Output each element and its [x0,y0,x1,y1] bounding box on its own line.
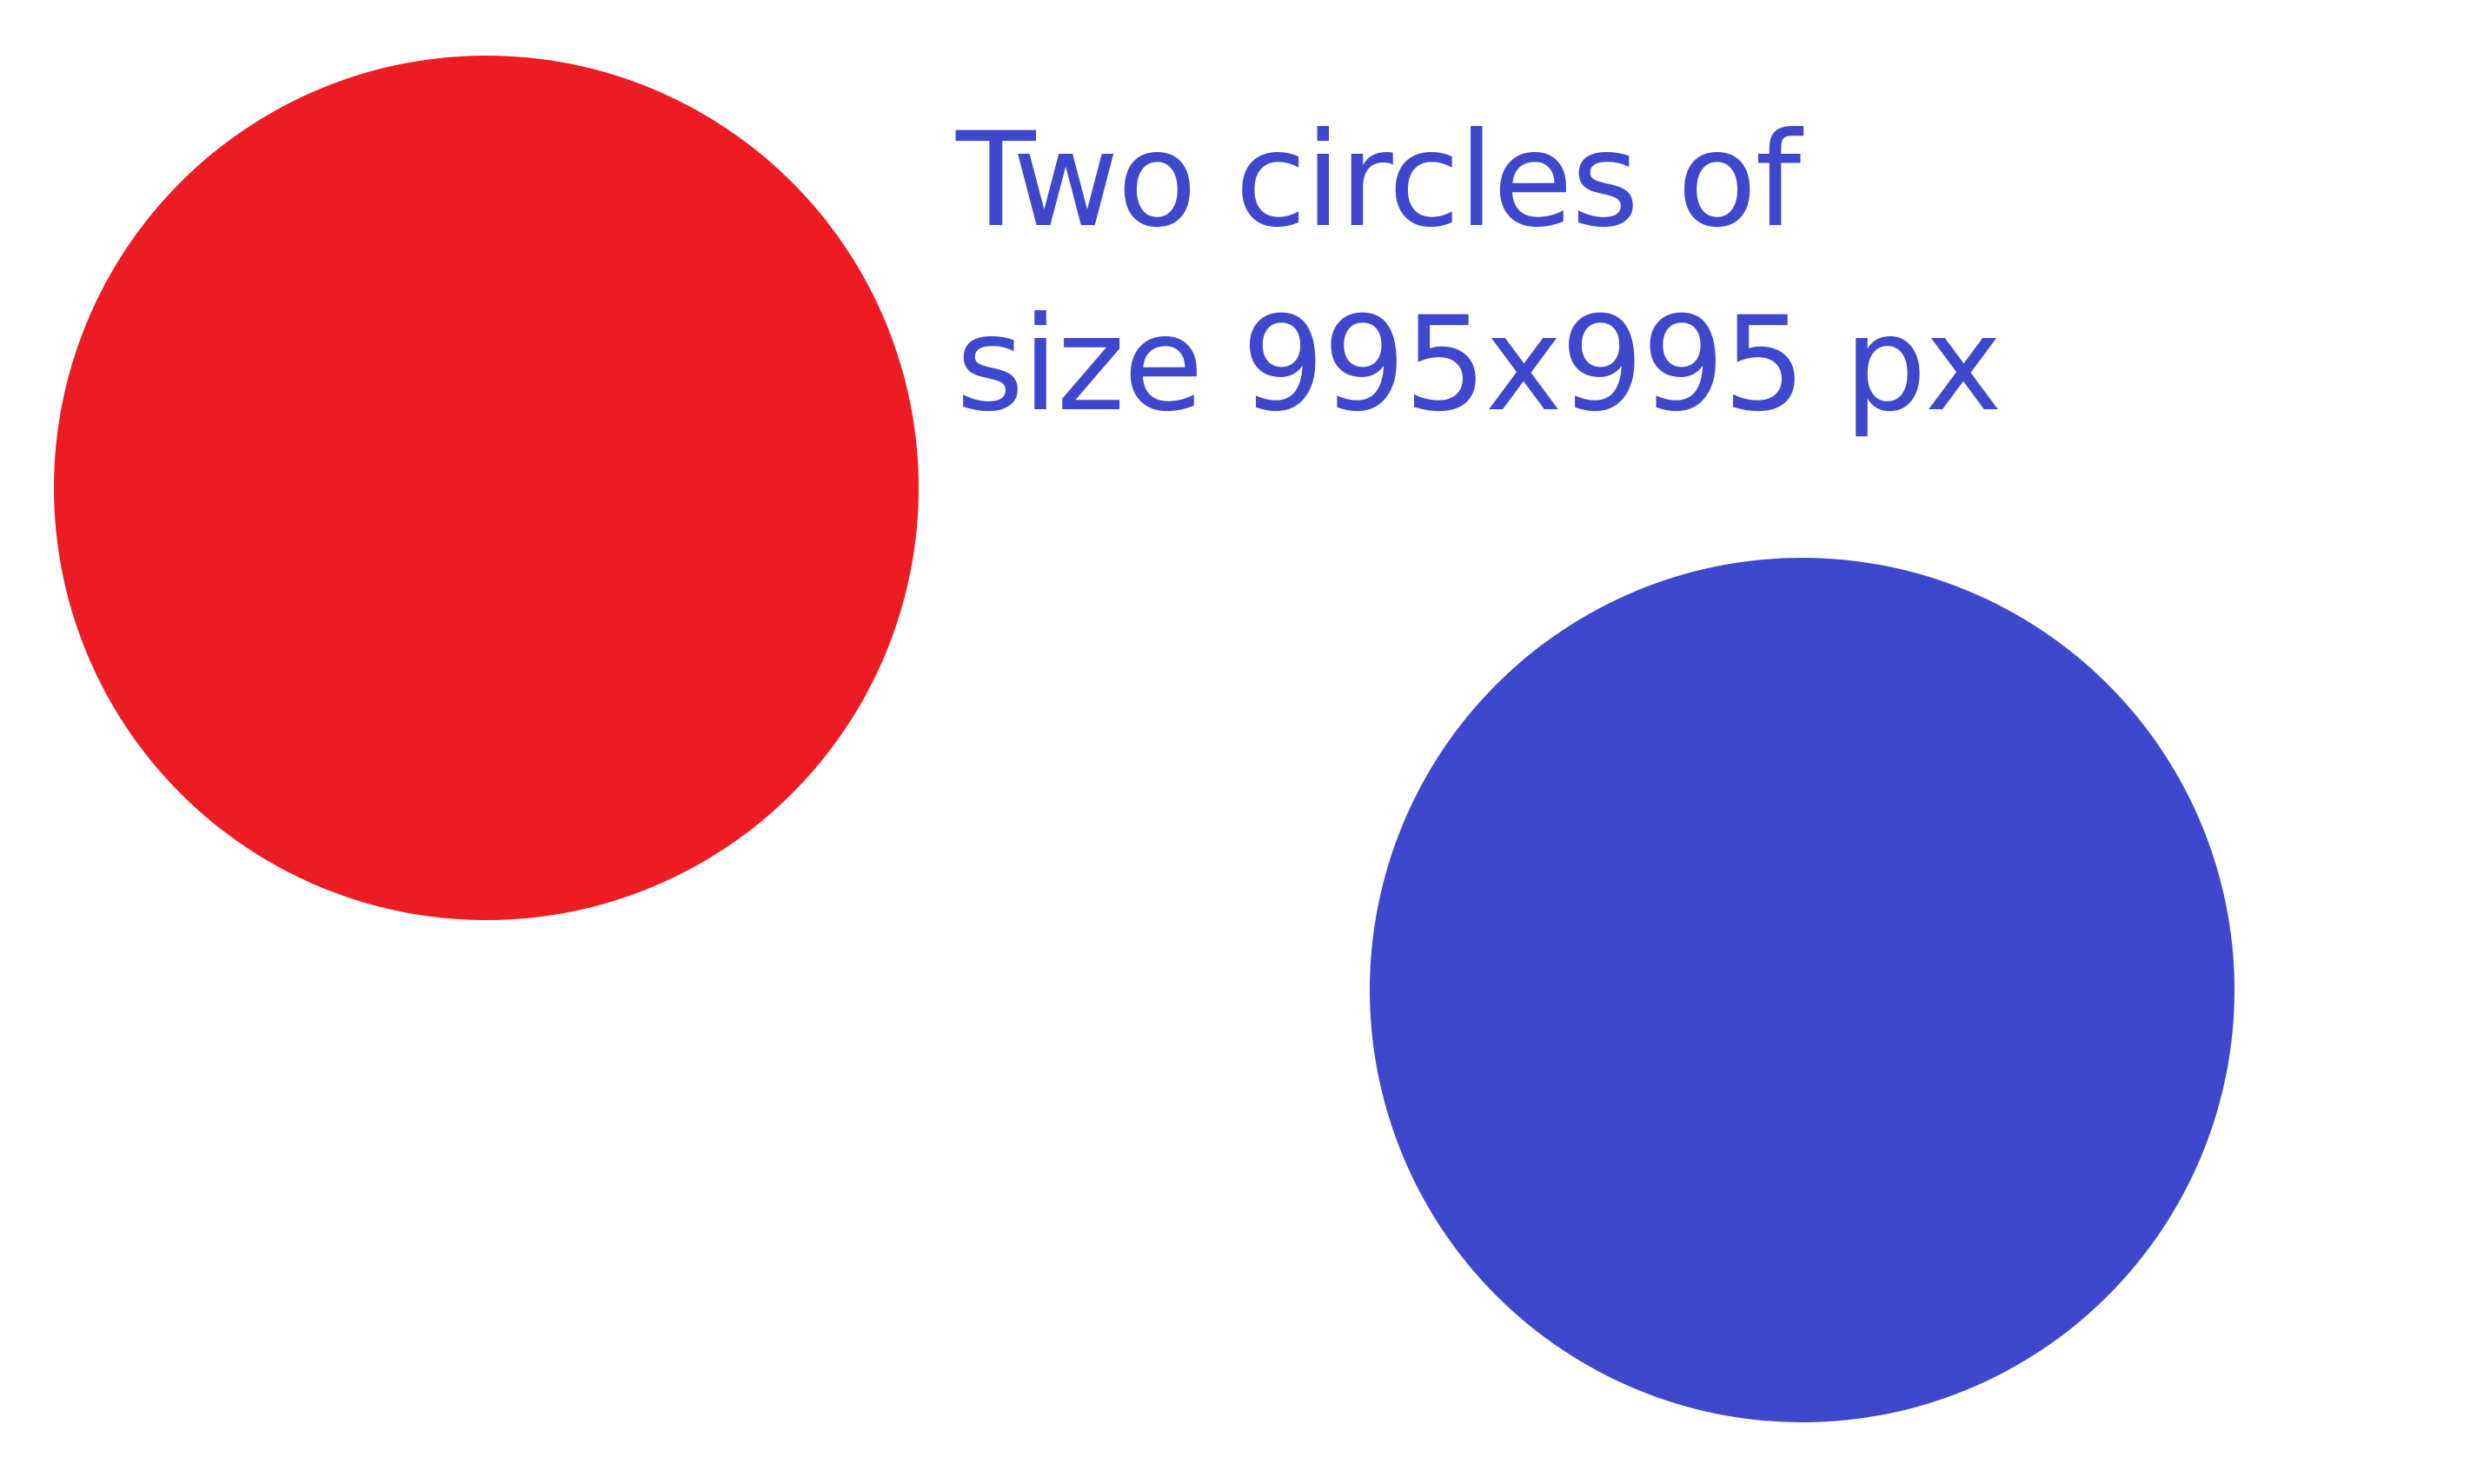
blue-circle [1370,558,2235,1422]
red-circle [54,56,919,920]
caption-line-1: Two circles of [956,105,1801,256]
caption: Two circles of size 995x995 px [956,89,2002,457]
caption-line-2: size 995x995 px [956,289,2002,441]
